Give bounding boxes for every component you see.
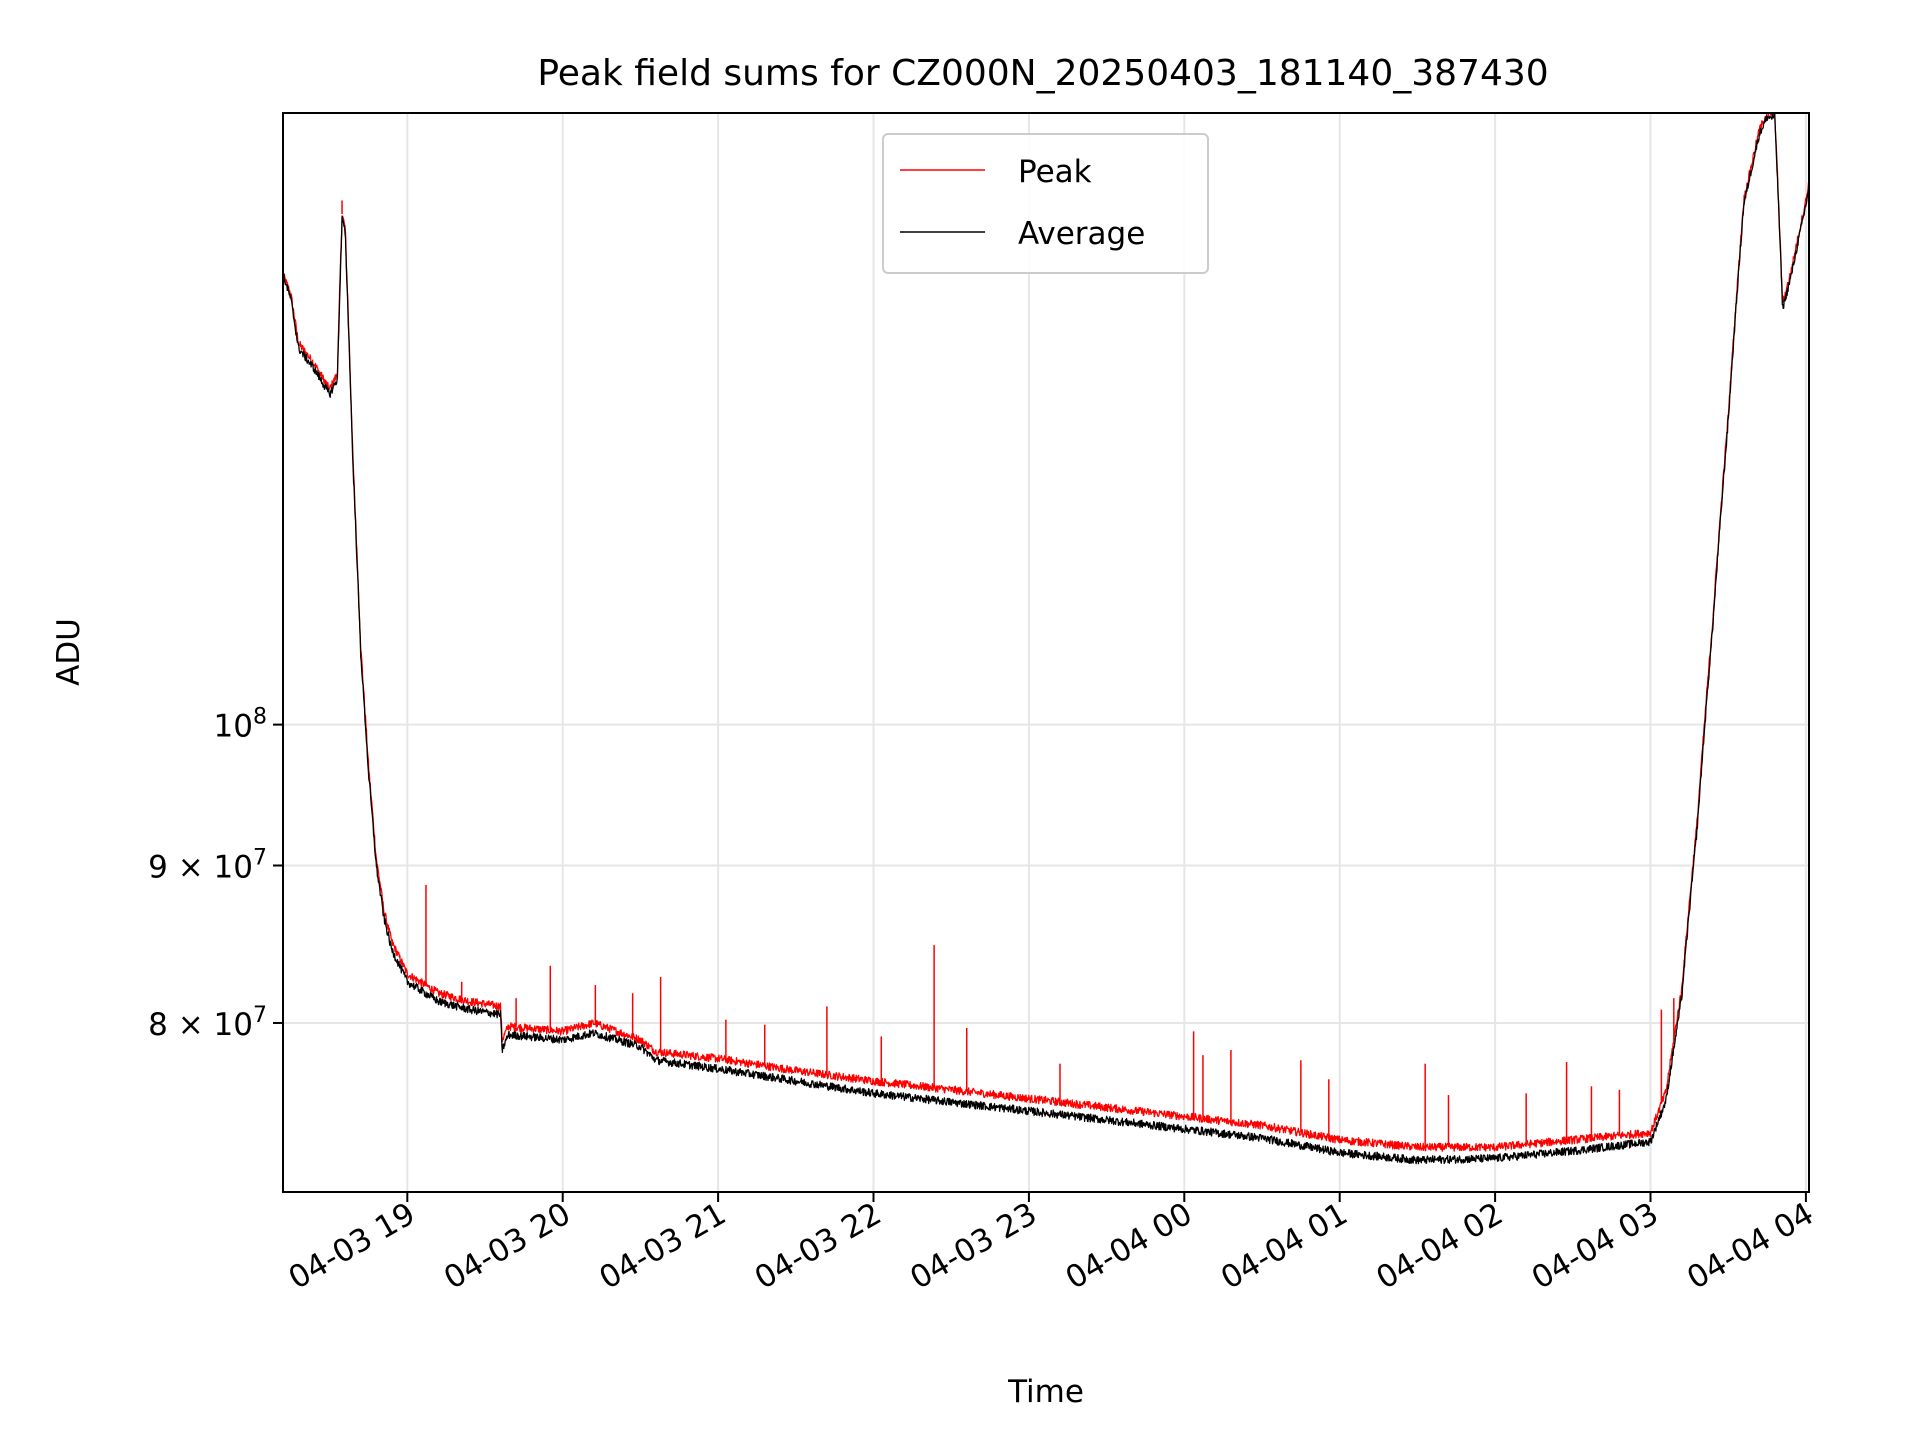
series-line-average	[283, 113, 1809, 1165]
legend-box	[882, 133, 1209, 274]
series-layer	[283, 113, 1809, 1165]
x-axis-label: Time	[1007, 1374, 1084, 1410]
legend-label-average: Average	[1018, 216, 1145, 252]
y-tick-label: 9 × 107	[148, 845, 267, 885]
series-line-peak	[283, 113, 1809, 1152]
y-axis-label: ADU	[51, 618, 87, 686]
y-tick-label: 108	[214, 705, 267, 745]
legend-label-peak: Peak	[1018, 154, 1092, 190]
legend: Peak Average	[882, 133, 1209, 274]
plot-frame	[282, 112, 1810, 1193]
grid	[283, 113, 1809, 1192]
chart-title: Peak field sums for CZ000N_20250403_1811…	[537, 53, 1548, 94]
y-tick-label: 8 × 107	[148, 1003, 267, 1043]
y-axis-ticks: 8 × 107 9 × 107 108	[148, 705, 283, 1043]
